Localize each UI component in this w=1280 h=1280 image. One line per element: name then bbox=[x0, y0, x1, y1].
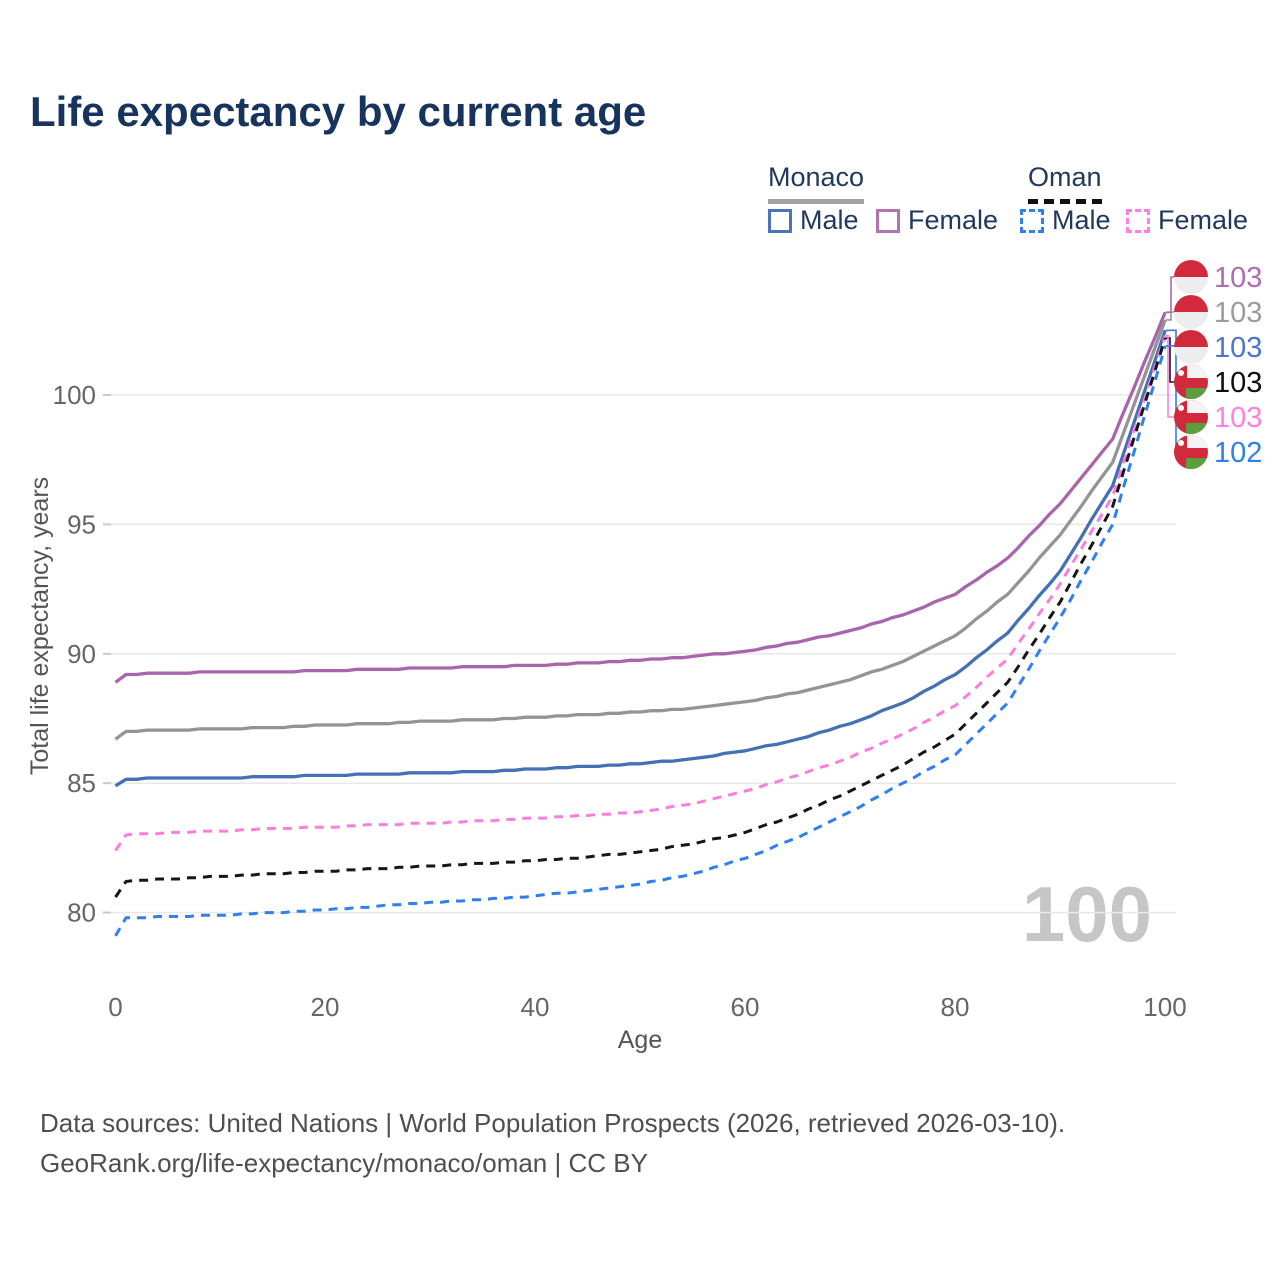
monaco-flag-icon bbox=[1174, 295, 1208, 329]
monaco-flag-icon bbox=[1174, 260, 1208, 294]
line-oman-both bbox=[114, 337, 1167, 898]
end-value-monaco-both: 103 bbox=[1214, 297, 1262, 329]
current-age-watermark: 100 bbox=[1022, 870, 1152, 958]
legend-oman-female-label: Female bbox=[1158, 205, 1249, 235]
oman-female-swatch-icon bbox=[1126, 208, 1150, 233]
legend-country-oman: Oman bbox=[1028, 162, 1102, 204]
x-tick-100: 100 bbox=[1143, 992, 1186, 1022]
y-tick-100: 100 bbox=[53, 380, 96, 410]
legend-item-monaco-male[interactable]: Male bbox=[768, 205, 859, 236]
line-monaco-female bbox=[114, 311, 1167, 684]
end-label-row: 102 bbox=[1174, 435, 1262, 469]
line-oman-male bbox=[114, 345, 1167, 937]
y-tick-80: 80 bbox=[67, 898, 96, 928]
page-title: Life expectancy by current age bbox=[30, 88, 647, 135]
y-tick-90: 90 bbox=[67, 639, 96, 669]
legend-monaco-male-label: Male bbox=[800, 205, 859, 235]
y-tick-95: 95 bbox=[67, 509, 96, 539]
monaco-flag-icon bbox=[1174, 330, 1208, 364]
source-url-text: GeoRank.org/life-expectancy/monaco/oman … bbox=[40, 1148, 648, 1178]
series-lines bbox=[114, 311, 1167, 937]
end-label-row: 103 bbox=[1174, 295, 1262, 329]
y-axis-ticks: 100 95 90 85 80 bbox=[53, 380, 96, 928]
end-label-row: 103 bbox=[1174, 365, 1262, 399]
oman-flag-icon bbox=[1174, 365, 1208, 399]
x-tick-0: 0 bbox=[108, 992, 122, 1022]
legend-item-monaco-female[interactable]: Female bbox=[876, 205, 998, 236]
end-value-monaco-male: 103 bbox=[1214, 332, 1262, 364]
end-value-monaco-female: 103 bbox=[1214, 262, 1262, 294]
legend-monaco-female-label: Female bbox=[908, 205, 999, 235]
x-tick-60: 60 bbox=[731, 992, 760, 1022]
legend-item-oman-female[interactable]: Female bbox=[1126, 205, 1248, 236]
monaco-male-swatch-icon bbox=[768, 208, 792, 233]
x-tick-40: 40 bbox=[521, 992, 550, 1022]
legend-item-oman-male[interactable]: Male bbox=[1020, 205, 1111, 236]
end-label-connectors bbox=[1166, 276, 1177, 453]
end-label-row: 103 bbox=[1174, 400, 1262, 434]
oman-flag-icon bbox=[1174, 435, 1208, 469]
x-axis-title: Age bbox=[618, 1026, 662, 1054]
end-label-row: 103 bbox=[1174, 330, 1262, 364]
y-axis-title: Total life expectancy, years bbox=[26, 477, 54, 775]
legend-oman-label: Oman bbox=[1028, 162, 1102, 204]
end-value-oman-female: 103 bbox=[1214, 402, 1262, 434]
line-oman-female bbox=[114, 335, 1167, 852]
end-value-oman-both: 103 bbox=[1214, 367, 1262, 399]
y-gridlines bbox=[103, 394, 1176, 914]
x-tick-80: 80 bbox=[941, 992, 970, 1022]
legend-country-monaco: Monaco bbox=[768, 162, 865, 204]
legend-oman-male-label: Male bbox=[1052, 205, 1111, 235]
x-tick-20: 20 bbox=[311, 992, 340, 1022]
monaco-female-swatch-icon bbox=[876, 208, 900, 233]
oman-flag-icon bbox=[1174, 400, 1208, 434]
legend-monaco-label: Monaco bbox=[768, 162, 865, 204]
data-sources-text: Data sources: United Nations | World Pop… bbox=[40, 1108, 1066, 1138]
line-monaco-both bbox=[114, 319, 1167, 741]
end-label-row: 103 bbox=[1174, 260, 1262, 294]
line-monaco-male bbox=[114, 329, 1167, 788]
x-axis-ticks: 0 20 40 60 80 100 bbox=[108, 992, 1186, 1022]
oman-male-swatch-icon bbox=[1020, 208, 1044, 233]
y-tick-85: 85 bbox=[67, 768, 96, 798]
end-value-oman-male: 102 bbox=[1214, 437, 1262, 469]
